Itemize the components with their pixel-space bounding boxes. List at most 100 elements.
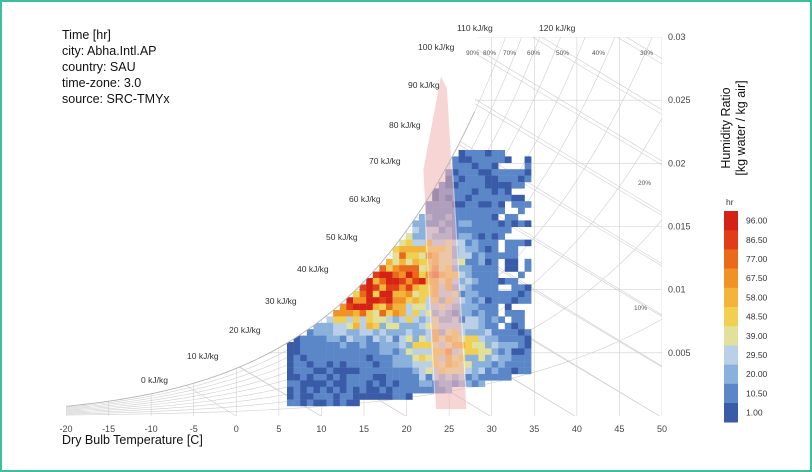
x-tick-label: 0 — [234, 424, 239, 434]
heat-cell — [491, 150, 499, 157]
heat-cell — [386, 374, 393, 381]
heat-cell — [498, 201, 505, 208]
heat-cell — [366, 290, 373, 298]
heat-cell — [498, 367, 505, 375]
heat-cell — [518, 194, 525, 202]
heat-cell — [485, 342, 492, 349]
heat-cell — [379, 361, 387, 368]
heat-cell — [458, 303, 466, 311]
heat-cell — [412, 310, 420, 317]
heat-cell — [412, 303, 420, 311]
heat-cell — [518, 297, 525, 304]
heat-cell — [478, 246, 486, 253]
heat-cell — [366, 380, 373, 387]
heat-cell — [306, 361, 314, 368]
heat-cell — [346, 335, 354, 343]
heat-cell — [399, 239, 406, 247]
heat-cell — [346, 297, 354, 304]
heat-cell — [405, 278, 413, 285]
heat-cell — [306, 367, 314, 375]
heat-cell — [386, 380, 393, 387]
heat-cell — [504, 329, 512, 336]
heat-cell — [326, 399, 334, 407]
heat-cell — [498, 278, 505, 285]
heat-cell — [458, 246, 466, 253]
heat-cell — [485, 226, 492, 234]
heat-cell — [524, 329, 532, 336]
heat-cell — [300, 374, 307, 381]
heat-cell — [524, 367, 532, 375]
heat-cell — [346, 303, 354, 311]
heat-cell — [504, 156, 512, 163]
heat-cell — [379, 271, 387, 279]
heat-cell — [412, 374, 420, 381]
heat-cell — [359, 361, 367, 368]
heat-cell — [320, 386, 327, 394]
heat-cell — [339, 380, 347, 387]
heat-cell — [491, 290, 499, 298]
heat-cell — [458, 284, 466, 291]
heat-cell — [379, 367, 387, 375]
heat-cell — [524, 162, 532, 170]
heat-cell — [320, 322, 327, 330]
heat-cell — [511, 348, 519, 355]
heat-cell — [419, 329, 426, 336]
heat-cell — [524, 290, 532, 298]
heat-cell — [405, 246, 413, 253]
heat-cell — [498, 188, 505, 195]
heat-cell — [478, 367, 486, 375]
heat-cell — [491, 354, 499, 362]
heat-cell — [491, 226, 499, 234]
heat-cell — [504, 374, 512, 381]
heat-cell — [372, 284, 380, 291]
heat-cell — [458, 162, 466, 170]
heat-cell — [524, 335, 532, 343]
heat-cell — [478, 169, 486, 176]
heat-cell — [419, 303, 426, 311]
heat-cell — [458, 201, 466, 208]
heat-cell — [379, 354, 387, 362]
heat-cell — [287, 386, 294, 394]
heat-cell — [372, 310, 380, 317]
heat-cell — [333, 316, 340, 323]
heat-cell — [392, 290, 400, 298]
heat-cell — [485, 188, 492, 195]
heat-cell — [333, 335, 340, 343]
heat-cell — [504, 246, 512, 253]
heat-cell — [491, 156, 499, 163]
heat-cell — [478, 201, 486, 208]
heat-cell — [399, 335, 406, 343]
heat-cell — [353, 374, 360, 381]
heat-cell — [471, 310, 479, 317]
heat-cell — [485, 156, 492, 163]
heat-cell — [346, 316, 354, 323]
heat-cell — [511, 246, 519, 253]
heat-cell — [313, 348, 321, 355]
heat-cell — [491, 239, 499, 247]
heat-cell — [518, 316, 525, 323]
enthalpy-label: 70 kJ/kg — [369, 156, 401, 166]
heat-cell — [405, 303, 413, 311]
heat-cell — [412, 246, 420, 253]
heat-cell — [425, 322, 433, 330]
heat-cell — [485, 201, 492, 208]
heat-cell — [504, 220, 512, 227]
heat-cell — [392, 354, 400, 362]
heat-cell — [471, 150, 479, 157]
heat-cell — [379, 278, 387, 285]
heat-cell — [504, 361, 512, 368]
heat-cell — [399, 348, 406, 355]
rh-label: 70% — [503, 50, 516, 57]
heat-cell — [524, 169, 532, 176]
heat-cell — [339, 303, 347, 311]
heat-cell — [353, 348, 360, 355]
legend-value: 10.50 — [746, 388, 768, 398]
heat-cell — [518, 271, 525, 279]
heat-cell — [399, 310, 406, 317]
heat-cell — [320, 399, 327, 407]
heat-cell — [425, 316, 433, 323]
heat-cell — [359, 290, 367, 298]
heat-cell — [392, 342, 400, 349]
heat-cell — [471, 278, 479, 285]
heat-cell — [485, 150, 492, 157]
